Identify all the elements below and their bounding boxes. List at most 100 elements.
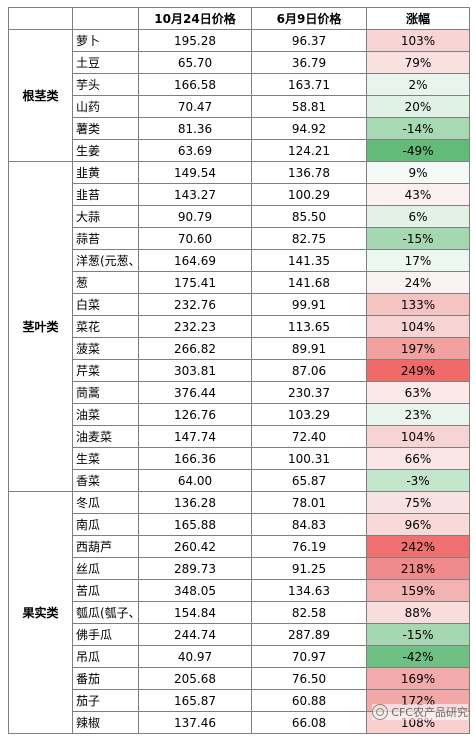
- change-cell: 133%: [366, 293, 470, 316]
- table-row: 芹菜 303.81 87.06 249%: [9, 359, 470, 382]
- price-oct24-cell: 166.36: [138, 447, 252, 470]
- vegetable-name-cell: 韭苔: [72, 183, 139, 206]
- vegetable-name-cell: 生菜: [72, 447, 139, 470]
- vegetable-name-cell: 芋头: [72, 73, 139, 96]
- change-cell: -14%: [366, 117, 470, 140]
- vegetable-name-cell: 生姜: [72, 139, 139, 162]
- vegetable-name-cell: 萝卜: [72, 29, 139, 52]
- price-jun9-cell: 36.79: [251, 51, 367, 74]
- change-cell: 23%: [366, 403, 470, 426]
- price-oct24-cell: 244.74: [138, 623, 252, 646]
- price-jun9-cell: 76.50: [251, 667, 367, 690]
- change-cell: 2%: [366, 73, 470, 96]
- price-oct24-cell: 232.76: [138, 293, 252, 316]
- price-jun9-cell: 99.91: [251, 293, 367, 316]
- change-cell: 197%: [366, 337, 470, 360]
- price-oct24-cell: 348.05: [138, 579, 252, 602]
- price-oct24-cell: 149.54: [138, 161, 252, 184]
- table-row: 菠菜 266.82 89.91 197%: [9, 337, 470, 360]
- price-jun9-cell: 96.37: [251, 29, 367, 52]
- table-row: 番茄 205.68 76.50 169%: [9, 667, 470, 690]
- change-cell: 104%: [366, 425, 470, 448]
- change-cell: -3%: [366, 469, 470, 492]
- table-row: 香菜 64.00 65.87 -3%: [9, 469, 470, 492]
- table-row: 蒜苔 70.60 82.75 -15%: [9, 227, 470, 250]
- price-jun9-cell: 76.19: [251, 535, 367, 558]
- price-oct24-cell: 289.73: [138, 557, 252, 580]
- vegetable-name-cell: 山药: [72, 95, 139, 118]
- table-row: 葱 175.41 141.68 24%: [9, 271, 470, 294]
- table-row: 茼蒿 376.44 230.37 63%: [9, 381, 470, 404]
- header-name: [72, 7, 139, 30]
- price-oct24-cell: 126.76: [138, 403, 252, 426]
- change-cell: -49%: [366, 139, 470, 162]
- price-jun9-cell: 230.37: [251, 381, 367, 404]
- change-cell: 218%: [366, 557, 470, 580]
- price-jun9-cell: 82.75: [251, 227, 367, 250]
- vegetable-name-cell: 薯类: [72, 117, 139, 140]
- vegetable-name-cell: 洋葱(元葱、: [72, 249, 139, 272]
- vegetable-name-cell: 葱: [72, 271, 139, 294]
- watermark: CFC农产品研究: [372, 704, 468, 720]
- table-row: 芋头 166.58 163.71 2%: [9, 73, 470, 96]
- vegetable-name-cell: 香菜: [72, 469, 139, 492]
- change-cell: 24%: [366, 271, 470, 294]
- change-cell: 17%: [366, 249, 470, 272]
- vegetable-name-cell: 丝瓜: [72, 557, 139, 580]
- change-cell: 75%: [366, 491, 470, 514]
- vegetable-name-cell: 油菜: [72, 403, 139, 426]
- change-cell: 104%: [366, 315, 470, 338]
- table-row: 生姜 63.69 124.21 -49%: [9, 139, 470, 162]
- vegetable-name-cell: 冬瓜: [72, 491, 139, 514]
- vegetable-name-cell: 西葫芦: [72, 535, 139, 558]
- price-jun9-cell: 85.50: [251, 205, 367, 228]
- price-oct24-cell: 143.27: [138, 183, 252, 206]
- table-row: 苦瓜 348.05 134.63 159%: [9, 579, 470, 602]
- header-row: 10月24日价格 6月9日价格 涨幅: [8, 7, 470, 30]
- price-oct24-cell: 175.41: [138, 271, 252, 294]
- change-cell: -15%: [366, 227, 470, 250]
- change-cell: 6%: [366, 205, 470, 228]
- change-cell: 20%: [366, 95, 470, 118]
- category-cell: 根茎类: [8, 29, 73, 162]
- vegetable-name-cell: 白菜: [72, 293, 139, 316]
- vegetable-name-cell: 油麦菜: [72, 425, 139, 448]
- change-cell: 66%: [366, 447, 470, 470]
- price-jun9-cell: 70.97: [251, 645, 367, 668]
- table-row: 吊瓜 40.97 70.97 -42%: [9, 645, 470, 668]
- change-cell: 169%: [366, 667, 470, 690]
- change-cell: 79%: [366, 51, 470, 74]
- price-jun9-cell: 60.88: [251, 689, 367, 712]
- table-row: 果实类 冬瓜 136.28 78.01 75%: [8, 491, 470, 734]
- vegetable-name-cell: 辣椒: [72, 711, 139, 734]
- vegetable-name-cell: 蒜苔: [72, 227, 139, 250]
- change-cell: 63%: [366, 381, 470, 404]
- vegetable-name-cell: 苦瓜: [72, 579, 139, 602]
- vegetable-name-cell: 佛手瓜: [72, 623, 139, 646]
- change-cell: 43%: [366, 183, 470, 206]
- vegetable-name-cell: 土豆: [72, 51, 139, 74]
- vegetable-name-cell: 芹菜: [72, 359, 139, 382]
- price-jun9-cell: 103.29: [251, 403, 367, 426]
- table-row: 白菜 232.76 99.91 133%: [9, 293, 470, 316]
- watermark-text: CFC农产品研究: [391, 706, 468, 719]
- category-cell: 茎叶类: [8, 161, 73, 492]
- change-cell: 96%: [366, 513, 470, 536]
- change-cell: 9%: [366, 161, 470, 184]
- vegetable-name-cell: 菠菜: [72, 337, 139, 360]
- price-oct24-cell: 70.60: [138, 227, 252, 250]
- category-cell: 果实类: [8, 491, 73, 734]
- change-cell: 88%: [366, 601, 470, 624]
- price-oct24-cell: 164.69: [138, 249, 252, 272]
- price-jun9-cell: 136.78: [251, 161, 367, 184]
- change-cell: -42%: [366, 645, 470, 668]
- table-row: 薯类 81.36 94.92 -14%: [9, 117, 470, 140]
- price-jun9-cell: 58.81: [251, 95, 367, 118]
- change-cell: 242%: [366, 535, 470, 558]
- price-oct24-cell: 81.36: [138, 117, 252, 140]
- table-row: 油麦菜 147.74 72.40 104%: [9, 425, 470, 448]
- header-category: [8, 7, 73, 30]
- table-row: 山药 70.47 58.81 20%: [9, 95, 470, 118]
- vegetable-name-cell: 菜花: [72, 315, 139, 338]
- price-oct24-cell: 90.79: [138, 205, 252, 228]
